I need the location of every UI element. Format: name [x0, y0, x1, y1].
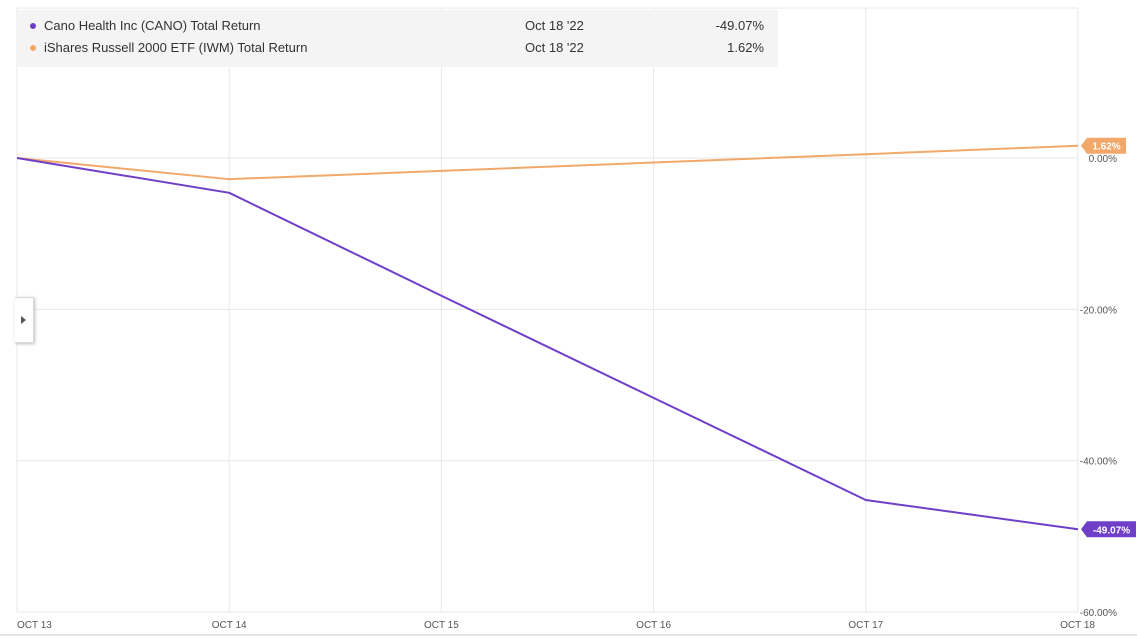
- y-tick-label: 0.00%: [1089, 154, 1117, 165]
- y-tick-label: -40.00%: [1080, 457, 1117, 468]
- x-tick-label: OCT 17: [848, 620, 883, 631]
- x-tick-label: OCT 13: [17, 620, 52, 631]
- x-tick-label: OCT 15: [424, 620, 459, 631]
- legend-date-iwm: Oct 18 '22: [525, 40, 584, 55]
- legend-label-cano: Cano Health Inc (CANO) Total Return: [44, 18, 261, 33]
- legend-date-cano: Oct 18 '22: [525, 18, 584, 33]
- expand-panel-button[interactable]: [15, 297, 34, 343]
- legend-value-iwm: 1.62%: [727, 40, 764, 55]
- legend-dot-cano: [30, 23, 36, 29]
- end-label-iwm: 1.62%: [1092, 142, 1120, 153]
- y-tick-label: -60.00%: [1080, 608, 1117, 619]
- x-tick-label: OCT 18: [1060, 620, 1095, 631]
- legend-dot-iwm: [30, 45, 36, 51]
- y-tick-label: -20.00%: [1080, 305, 1117, 316]
- series-line-cano: [16, 157, 1079, 531]
- end-tag-iwm: [1081, 137, 1126, 154]
- x-tick-label: OCT 16: [636, 620, 671, 631]
- chevron-right-icon: [21, 316, 26, 324]
- x-tick-label: OCT 14: [212, 620, 247, 631]
- end-label-cano: -49.07%: [1093, 525, 1130, 536]
- legend-item-iwm: iShares Russell 2000 ETF (IWM) Total Ret…: [17, 37, 778, 59]
- legend-item-cano: Cano Health Inc (CANO) Total Return Oct …: [17, 15, 778, 37]
- legend-value-cano: -49.07%: [715, 18, 764, 33]
- series-line-iwm: [16, 144, 1079, 181]
- chart-legend: Cano Health Inc (CANO) Total Return Oct …: [17, 10, 778, 67]
- legend-label-iwm: iShares Russell 2000 ETF (IWM) Total Ret…: [44, 40, 308, 55]
- bottom-divider: [0, 634, 1137, 636]
- end-tag-cano: [1081, 521, 1136, 538]
